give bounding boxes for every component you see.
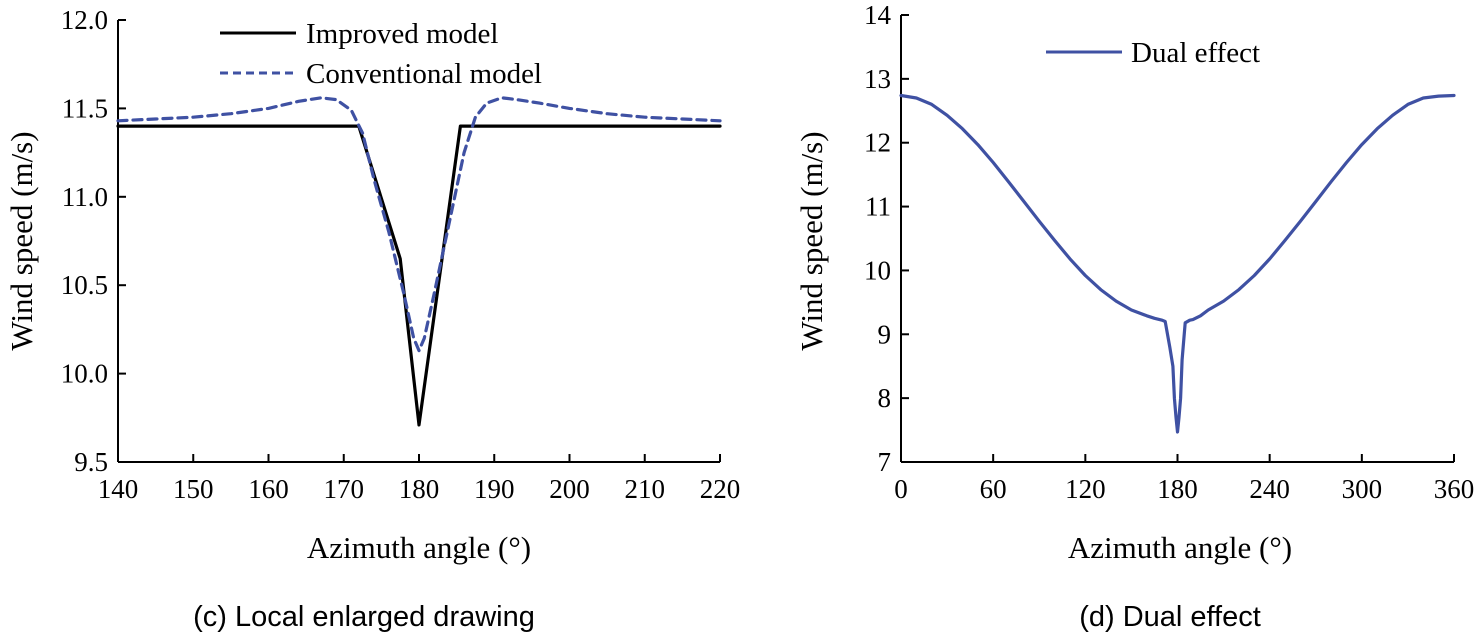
y-axis-label: Wind speed (m/s): [4, 131, 39, 350]
x-ticks: 140 150 160 170 180 190 200 210 220: [98, 454, 741, 504]
x-tick-label: 0: [894, 474, 908, 504]
figure-caption-c: (c) Local enlarged drawing: [193, 601, 535, 633]
y-tick-label: 9.5: [74, 447, 108, 477]
x-tick-label: 180: [399, 474, 440, 504]
series-group: [116, 96, 722, 427]
chart-panel-d: 7 8 9 10 11 12 13 14 0 60 120 180 240 300 360 Dual ef…: [794, 0, 1474, 633]
y-tick-label: 12.0: [61, 5, 108, 35]
y-tick-label: 8: [878, 383, 892, 413]
x-tick-label: 220: [700, 474, 741, 504]
y-tick-label: 10: [864, 255, 891, 285]
legend: Improved model Conventional model: [220, 18, 542, 90]
y-tick-label: 14: [864, 0, 892, 30]
x-axis-label: Azimuth angle (°): [307, 530, 531, 565]
legend-label-dual: Dual effect: [1131, 37, 1260, 69]
x-tick-label: 200: [549, 474, 590, 504]
y-axis-label: Wind speed (m/s): [794, 131, 829, 350]
x-tick-label: 140: [98, 474, 139, 504]
x-tick-label: 360: [1434, 474, 1475, 504]
series-line-conventional-model: [116, 96, 722, 353]
y-tick-label: 9: [878, 319, 892, 349]
y-tick-label: 12: [864, 128, 891, 158]
x-ticks: 0 60 120 180 240 300 360: [894, 454, 1474, 504]
legend-label-improved: Improved model: [306, 18, 498, 50]
x-tick-label: 120: [1065, 474, 1106, 504]
axes-frame: [900, 15, 1454, 463]
x-tick-label: 150: [173, 474, 214, 504]
y-ticks: 7 8 9 10 11 12 13 14: [864, 0, 909, 477]
series-group: [899, 93, 1456, 434]
y-tick-label: 11: [865, 192, 891, 222]
y-tick-label: 13: [864, 64, 891, 94]
x-tick-label: 60: [980, 474, 1007, 504]
figure-caption-d: (d) Dual effect: [1079, 601, 1261, 633]
y-tick-label: 11.0: [62, 182, 108, 212]
y-ticks: 9.5 10.0 10.5 11.0 11.5 12.0: [61, 5, 126, 477]
x-axis-label: Azimuth angle (°): [1068, 530, 1292, 565]
x-tick-label: 160: [248, 474, 289, 504]
y-tick-label: 10.0: [61, 359, 108, 389]
y-tick-label: 11.5: [62, 93, 108, 123]
x-tick-label: 170: [324, 474, 365, 504]
legend-label-conventional: Conventional model: [306, 58, 542, 90]
x-tick-label: 210: [625, 474, 666, 504]
x-tick-label: 240: [1249, 474, 1290, 504]
legend: Dual effect: [1046, 37, 1260, 69]
x-tick-label: 300: [1342, 474, 1383, 504]
y-tick-label: 10.5: [61, 270, 108, 300]
y-tick-label: 7: [878, 447, 892, 477]
x-tick-label: 180: [1157, 474, 1198, 504]
x-tick-label: 190: [474, 474, 515, 504]
series-line-dual-effect: [899, 93, 1456, 434]
chart-panel-c: 9.510.010.511.011.512.0 140 150 160 170 180 1…: [4, 5, 740, 633]
series-line-improved-model: [116, 124, 722, 427]
